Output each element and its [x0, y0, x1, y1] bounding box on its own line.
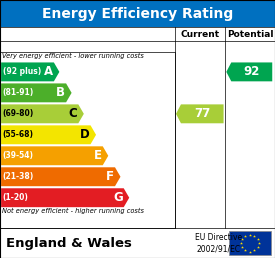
Text: E: E [94, 149, 102, 162]
Text: C: C [69, 107, 78, 120]
Text: England & Wales: England & Wales [6, 237, 131, 250]
Bar [0, 52, 175, 228]
Text: 77: 77 [194, 107, 210, 120]
Polygon shape [1, 62, 59, 81]
Text: (55-68): (55-68) [3, 130, 34, 139]
Polygon shape [226, 62, 272, 81]
Polygon shape [1, 83, 72, 102]
Text: EU Directive
2002/91/EC: EU Directive 2002/91/EC [196, 233, 243, 254]
Text: (39-54): (39-54) [3, 151, 34, 160]
Text: D: D [80, 128, 90, 141]
Text: (81-91): (81-91) [3, 88, 34, 97]
Text: G: G [113, 191, 123, 204]
Polygon shape [176, 104, 224, 123]
Text: Energy Efficiency Rating: Energy Efficiency Rating [42, 6, 233, 21]
Text: (92 plus): (92 plus) [3, 67, 41, 76]
Bar [0, 0, 275, 27]
Polygon shape [1, 104, 84, 123]
Text: 92: 92 [244, 65, 260, 78]
Bar [229, 231, 271, 255]
Text: (21-38): (21-38) [3, 172, 34, 181]
Polygon shape [1, 125, 96, 144]
Bar [0, 27, 275, 41]
Text: F: F [106, 170, 114, 183]
Text: (1-20): (1-20) [3, 193, 29, 202]
Text: B: B [56, 86, 65, 99]
Text: (69-80): (69-80) [3, 109, 34, 118]
Polygon shape [1, 188, 129, 207]
Text: Very energy efficient - lower running costs: Very energy efficient - lower running co… [2, 53, 144, 59]
Polygon shape [1, 146, 108, 165]
Text: Current: Current [180, 30, 219, 39]
Polygon shape [1, 167, 120, 186]
Text: A: A [44, 65, 53, 78]
Text: Not energy efficient - higher running costs: Not energy efficient - higher running co… [2, 208, 144, 214]
Text: Potential: Potential [227, 30, 273, 39]
